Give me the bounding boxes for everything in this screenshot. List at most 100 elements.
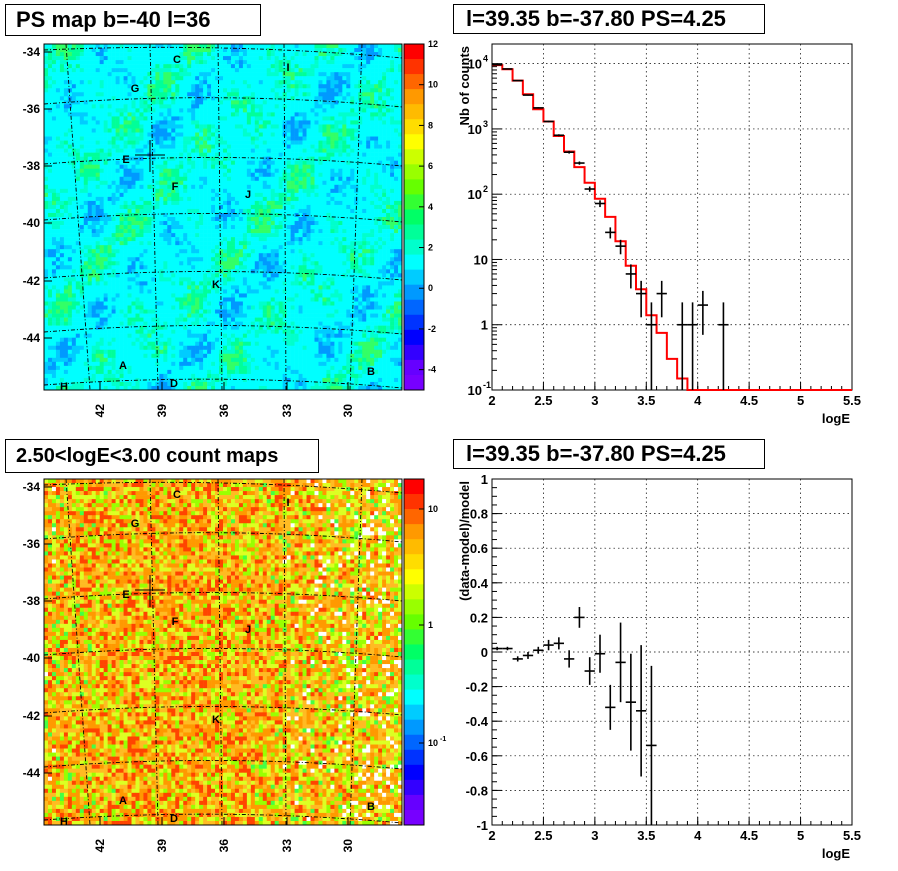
map-pixel <box>290 72 295 77</box>
map-pixel <box>175 217 180 222</box>
map-pixel <box>326 192 331 198</box>
map-pixel <box>163 44 168 49</box>
map-pixel <box>298 60 303 65</box>
map-pixel <box>350 48 355 53</box>
map-pixel <box>362 84 367 89</box>
map-pixel <box>79 204 85 210</box>
map-pixel <box>286 217 291 222</box>
map-pixel <box>75 237 81 242</box>
map-pixel <box>183 140 188 145</box>
map-pixel <box>258 168 264 174</box>
map-pixel <box>226 168 232 174</box>
map-pixel <box>223 233 228 238</box>
map-pixel <box>298 64 303 69</box>
map-pixel <box>318 56 323 61</box>
map-pixel <box>79 196 85 202</box>
map-pixel <box>171 112 176 117</box>
map-pixel <box>254 80 260 85</box>
map-pixel <box>394 229 399 234</box>
map-pixel <box>107 120 112 125</box>
map-pixel <box>223 180 228 186</box>
map-pixel <box>55 128 61 133</box>
map-pixel <box>71 112 77 117</box>
map-pixel <box>322 204 327 210</box>
map-pixel <box>270 148 276 153</box>
map-pixel <box>334 136 339 141</box>
map-pixel <box>75 188 81 194</box>
map-pixel <box>398 136 403 141</box>
map-pixel <box>370 225 375 230</box>
map-pixel <box>298 192 303 198</box>
map-pixel <box>342 56 347 61</box>
map-pixel <box>51 208 57 214</box>
map-pixel <box>123 229 128 234</box>
map-pixel <box>310 124 315 129</box>
map-pixel <box>47 241 53 246</box>
map-pixel <box>195 116 200 121</box>
map-pixel <box>266 124 272 129</box>
map-pixel <box>286 120 291 125</box>
map-pixel <box>51 164 57 170</box>
map-pixel <box>326 229 331 234</box>
map-pixel <box>278 261 283 266</box>
map-pixel <box>215 68 220 73</box>
map-pixel <box>167 237 172 242</box>
map-pixel <box>119 140 124 145</box>
map-pixel <box>211 140 216 145</box>
map-pixel <box>139 241 144 246</box>
map-pixel <box>167 72 172 77</box>
map-pixel <box>199 261 204 266</box>
map-pixel <box>95 176 100 182</box>
map-pixel <box>79 96 85 101</box>
map-pixel <box>378 164 383 170</box>
map-pixel <box>226 225 232 230</box>
map-pixel <box>55 241 61 246</box>
map-pixel <box>115 52 120 57</box>
map-pixel <box>342 184 347 190</box>
map-pixel <box>234 68 240 73</box>
map-pixel <box>63 257 69 262</box>
map-pixel <box>302 212 307 218</box>
map-pixel <box>95 168 100 174</box>
map-pixel <box>155 249 160 254</box>
map-pixel <box>123 164 128 170</box>
map-pixel <box>155 112 160 117</box>
map-pixel <box>135 60 140 65</box>
map-pixel <box>246 144 252 149</box>
map-pixel <box>179 56 184 61</box>
map-pixel <box>135 80 140 85</box>
map-pixel <box>199 217 204 222</box>
map-pixel <box>183 217 188 222</box>
map-pixel <box>175 204 180 210</box>
map-pixel <box>390 80 395 85</box>
map-pixel <box>334 96 339 101</box>
map-pixel <box>246 52 252 57</box>
map-pixel <box>366 68 371 73</box>
map-pixel <box>103 233 108 238</box>
map-pixel <box>386 200 391 206</box>
map-pixel <box>143 180 148 186</box>
map-pixel <box>63 265 69 270</box>
map-pixel <box>290 172 295 178</box>
map-pixel <box>390 124 395 129</box>
map-pixel <box>191 72 196 77</box>
map-pixel <box>230 212 236 218</box>
map-pixel <box>119 217 124 222</box>
map-pixel <box>127 136 132 141</box>
map-pixel <box>338 136 343 141</box>
map-pixel <box>290 84 295 89</box>
map-pixel <box>131 152 136 157</box>
map-pixel <box>242 229 248 234</box>
map-pixel <box>270 184 276 190</box>
map-pixel <box>95 160 100 165</box>
map-pixel <box>75 261 81 266</box>
map-pixel <box>242 204 248 210</box>
map-pixel <box>55 112 61 117</box>
map-pixel <box>262 212 268 218</box>
map-pixel <box>314 184 319 190</box>
map-pixel <box>215 237 220 242</box>
map-pixel <box>270 249 276 254</box>
map-pixel <box>234 132 240 137</box>
map-pixel <box>266 56 272 61</box>
map-pixel <box>207 92 212 97</box>
